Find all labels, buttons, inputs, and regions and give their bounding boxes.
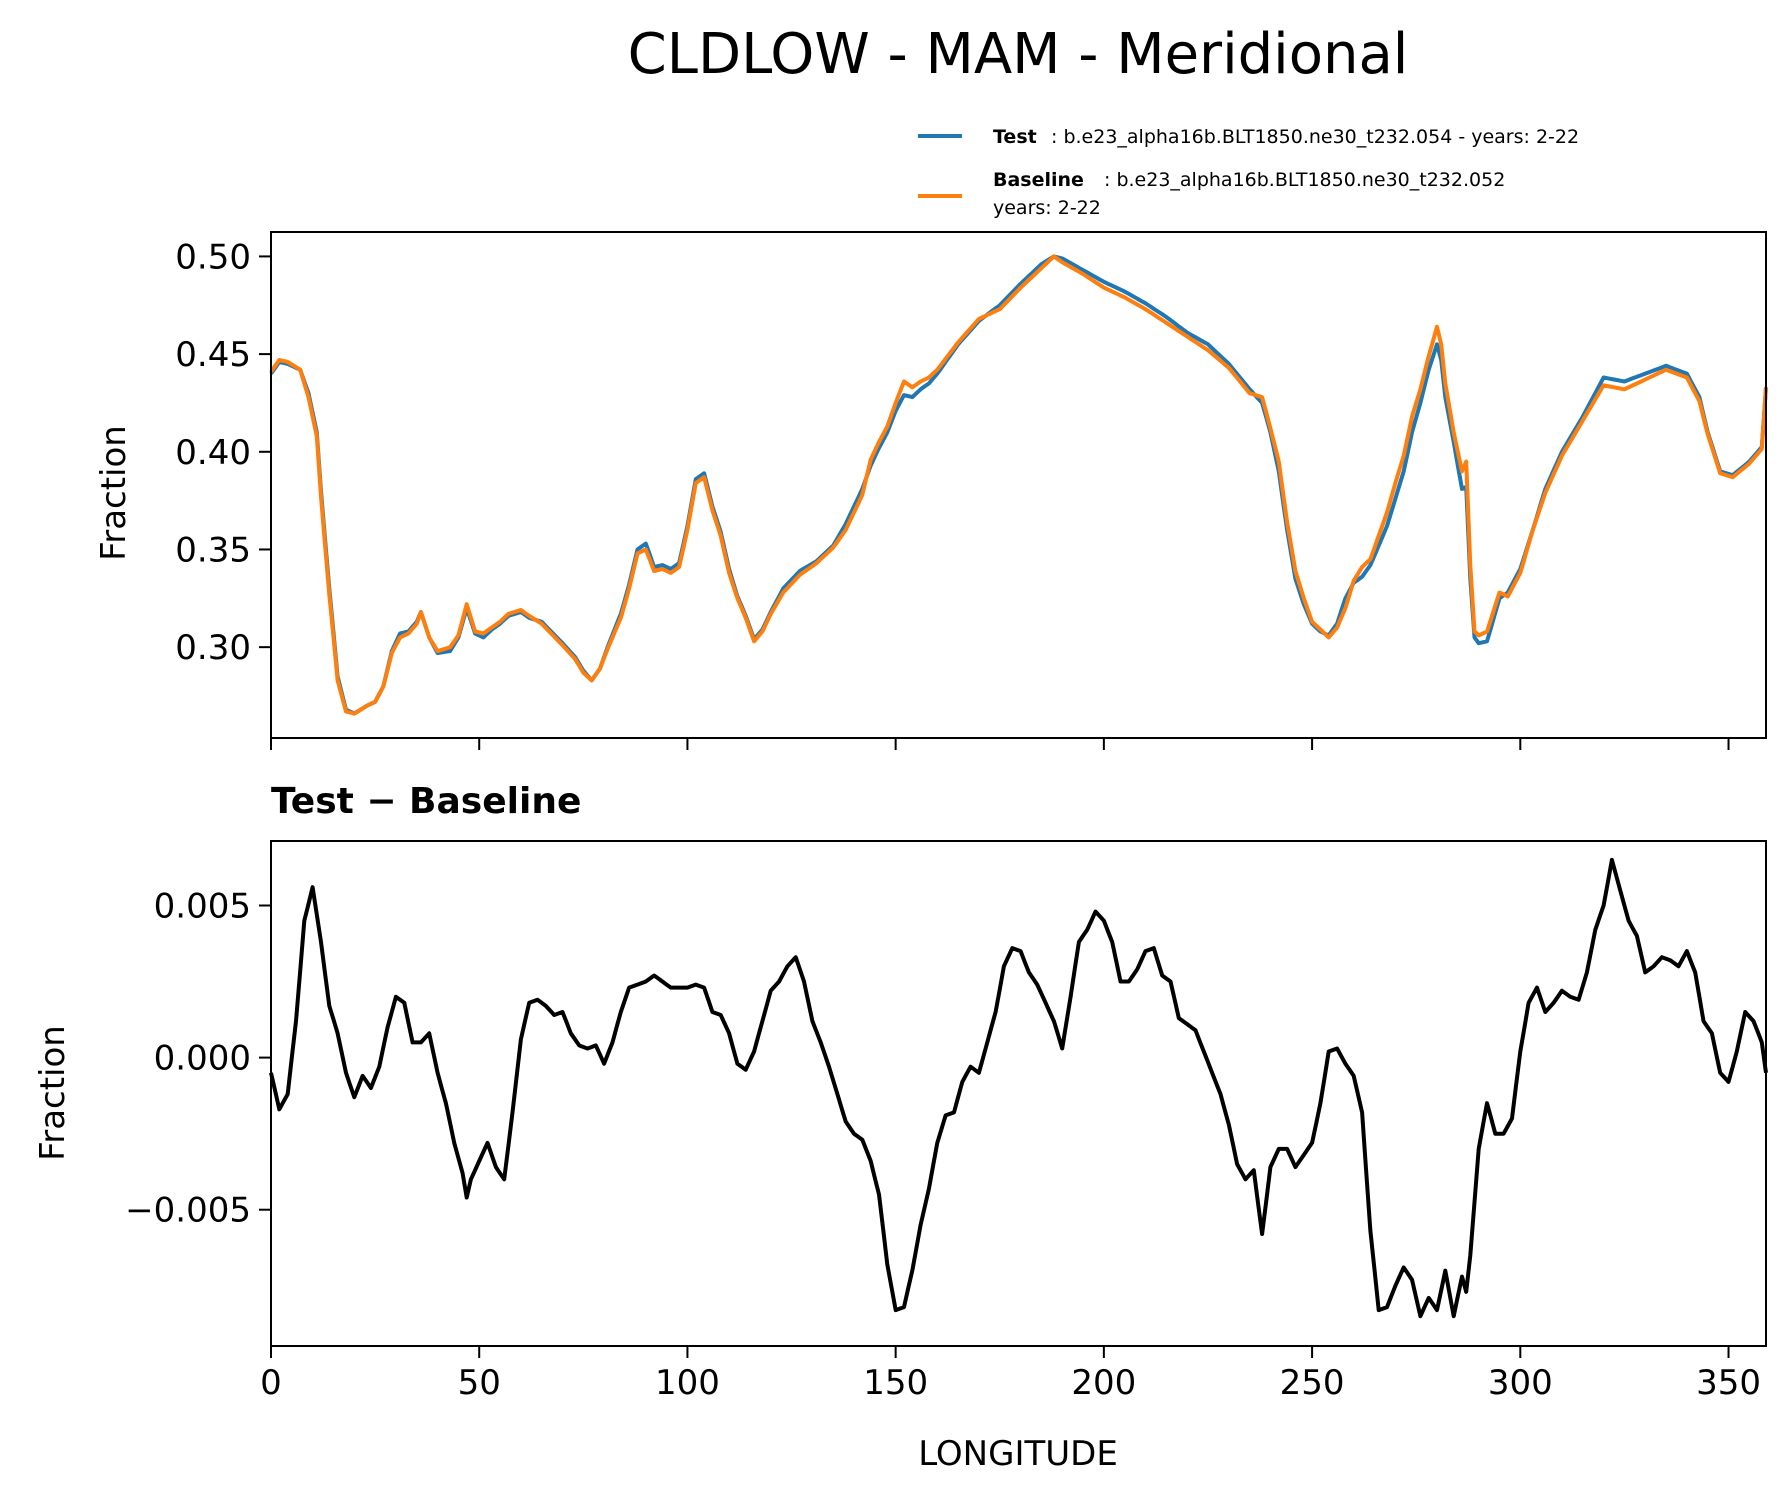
bottom-yticks: −0.005 0.000 0.005 [125,886,271,1231]
bottom-panel-title: Test − Baseline [271,781,581,822]
bottom-xtick-label: 250 [1280,1363,1345,1403]
top-ytick-label: 0.35 [175,530,251,570]
bottom-series-diff-line [269,857,1768,1319]
top-series-baseline-line [269,254,1768,716]
bottom-xticks: 0 50 100 150 200 250 300 350 [260,1346,1761,1403]
top-series-test-line [269,254,1768,716]
bottom-axes-frame [270,840,1767,1347]
legend-test-label: Test [993,126,1037,148]
top-ytick-label: 0.30 [175,628,251,668]
bottom-xtick-label: 200 [1071,1363,1136,1403]
legend: Test : b.e23_alpha16b.BLT1850.ne30_t232.… [918,126,1579,219]
bottom-xtick-label: 50 [458,1363,501,1403]
bottom-ytick-label: 0.000 [154,1039,251,1079]
bottom-xtick-label: 350 [1696,1363,1761,1403]
bottom-xtick-label: 150 [863,1363,928,1403]
top-axes-frame [270,231,1767,739]
top-xticks [270,738,1730,750]
bottom-panel: Test − Baseline 0 50 100 150 200 250 300 350 −0… [33,781,1768,1474]
legend-baseline-desc: : b.e23_alpha16b.BLT1850.ne30_t232.052 [1104,169,1505,191]
legend-test-desc: : b.e23_alpha16b.BLT1850.ne30_t232.054 -… [1051,126,1579,148]
top-yticks: 0.30 0.35 0.40 0.45 0.50 [175,237,271,668]
bottom-xlabel: LONGITUDE [918,1434,1118,1474]
top-ytick-label: 0.45 [175,335,251,375]
legend-baseline-desc2: years: 2-22 [993,197,1101,219]
legend-baseline-label: Baseline [993,169,1084,191]
top-ytick-label: 0.40 [175,433,251,473]
top-panel: 0.30 0.35 0.40 0.45 0.50 Fraction [94,231,1768,750]
bottom-ytick-label: 0.005 [154,886,251,926]
figure-title: CLDLOW - MAM - Meridional [628,22,1409,87]
top-ytick-label: 0.50 [175,237,251,277]
bottom-xtick-label: 100 [655,1363,720,1403]
bottom-ylabel: Fraction [33,1025,73,1161]
top-series [269,254,1768,716]
bottom-ytick-label: −0.005 [125,1191,251,1231]
top-ylabel: Fraction [94,425,134,561]
bottom-xtick-label: 0 [260,1363,282,1403]
bottom-series [269,857,1768,1319]
bottom-xtick-label: 300 [1488,1363,1553,1403]
